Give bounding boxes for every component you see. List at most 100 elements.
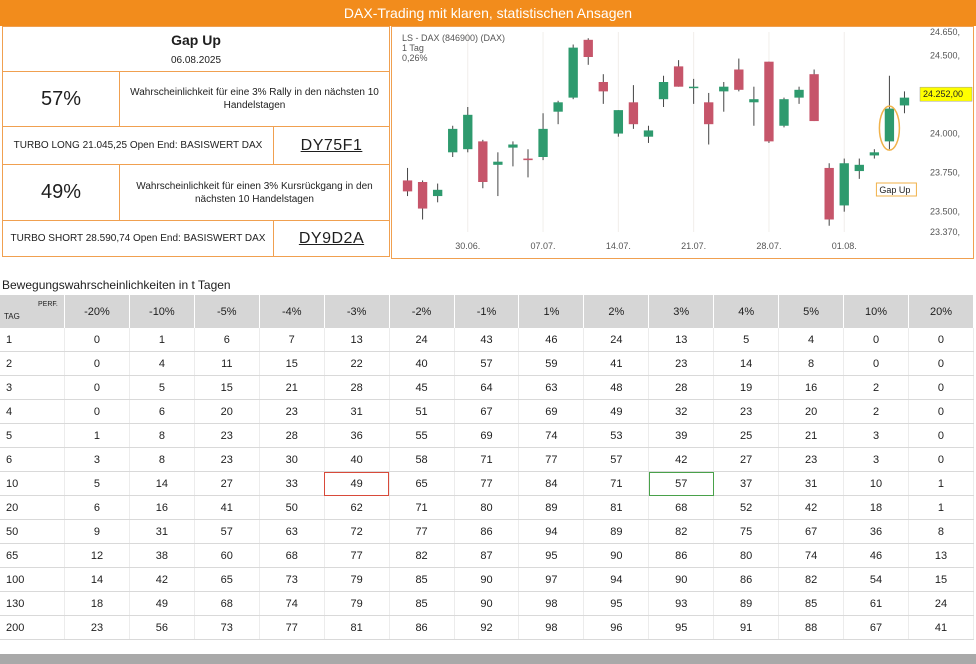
row-day-label: 2: [0, 351, 65, 376]
turbo-short-description: TURBO SHORT 28.590,74 Open End: BASISWER…: [2, 220, 274, 257]
table-cell: 23: [648, 351, 715, 376]
candle-body: [854, 164, 864, 172]
table-cell: 4: [129, 351, 195, 376]
table-cell: 16: [129, 495, 195, 520]
table-cell: 11: [194, 351, 260, 376]
last-price-tag: [919, 86, 973, 102]
table-cell: 18: [843, 495, 909, 520]
table-cell: 33: [259, 471, 325, 496]
table-cell: 15: [259, 351, 325, 376]
chart-grid: [467, 32, 845, 232]
table-cell: 42: [129, 567, 195, 592]
table-cell: 0: [843, 328, 909, 352]
table-cell: 14: [713, 351, 780, 376]
table-cell: 28: [648, 375, 715, 400]
table-cell: 31: [129, 519, 195, 544]
table-cell: 0: [908, 375, 975, 400]
column-header: -3%: [324, 295, 390, 328]
table-cell: 46: [843, 543, 909, 568]
table-cell: 82: [648, 519, 715, 544]
table-cell: 37: [713, 471, 780, 496]
table-row: 2 0 4 11 15 22 40 57 59 41 23 14 8 0 0: [0, 351, 975, 376]
row-day-label: 6: [0, 447, 65, 472]
table-row: 3 0 5 15 21 28 45 64 63 48 28 19 16 2 0: [0, 375, 975, 400]
table-cell: 85: [389, 591, 455, 616]
table-cell: 13: [324, 328, 390, 352]
table-cell: 6: [129, 399, 195, 424]
gap-up-label-box: [875, 182, 917, 197]
candle-body: [523, 158, 533, 161]
table-cell: 39: [648, 423, 715, 448]
table-cell: 71: [454, 447, 520, 472]
table-row: 4 0 6 20 23 31 51 67 69 49 32 23 20 2 0: [0, 399, 975, 424]
rally-description: Wahrscheinlichkeit für eine 3% Rally in …: [119, 71, 390, 127]
table-cell: 2: [843, 399, 909, 424]
table-cell: 0: [64, 399, 130, 424]
table-cell: 60: [194, 543, 260, 568]
column-header: 4%: [713, 295, 780, 328]
table-cell: 0: [64, 328, 130, 352]
table-cell: 8: [129, 447, 195, 472]
table-cell: 57: [454, 351, 520, 376]
table-cell: 53: [583, 423, 650, 448]
column-header: -1%: [454, 295, 520, 328]
table-cell: 40: [324, 447, 390, 472]
candle-body: [568, 47, 578, 98]
candle-body: [538, 128, 548, 157]
table-cell: 65: [389, 471, 455, 496]
candle-body: [402, 180, 413, 192]
table-cell: 62: [324, 495, 390, 520]
table-cell: 97: [518, 567, 585, 592]
turbo-long-code[interactable]: DY75F1: [300, 136, 363, 154]
table-cell: 81: [324, 615, 390, 640]
table-cell: 18: [64, 591, 130, 616]
chart-axis: 30.06. 07.07. 14.07. 21.07. 28.07. 01.08. 24.6…: [455, 27, 960, 251]
table-cell: 86: [454, 519, 520, 544]
column-header: -2%: [389, 295, 455, 328]
table-cell: 0: [908, 447, 975, 472]
table-cell: 55: [389, 423, 455, 448]
table-cell: 98: [518, 591, 585, 616]
table-header-row: PERF. TAG -20% -10% -5% -4% -3% -2% -1% 1% 2% 3% 4…: [0, 295, 975, 328]
table-cell: 9: [64, 519, 130, 544]
table-cell: 15: [194, 375, 260, 400]
chart-header-change: 0,26%: [402, 53, 428, 63]
table-cell: 71: [389, 495, 455, 520]
table-cell: 79: [324, 567, 390, 592]
candle-body: [417, 182, 428, 209]
table-cell: 49: [324, 471, 390, 496]
column-header: 1%: [518, 295, 585, 328]
table-cell: 82: [778, 567, 845, 592]
table-cell: 88: [778, 615, 845, 640]
bottom-scroll-bar: [0, 654, 976, 664]
turbo-short-code-link[interactable]: DY9D2A: [273, 220, 390, 257]
table-cell: 74: [778, 543, 845, 568]
table-cell: 31: [778, 471, 845, 496]
table-cell: 36: [324, 423, 390, 448]
candle-body: [719, 86, 729, 92]
table-cell: 65: [194, 567, 260, 592]
table-cell: 8: [908, 519, 975, 544]
x-tick-label: 01.08.: [832, 241, 857, 251]
row-day-label: 1: [0, 328, 65, 352]
signal-header: Gap Up 06.08.2025: [2, 26, 390, 72]
column-header: 2%: [583, 295, 650, 328]
turbo-short-code[interactable]: DY9D2A: [298, 229, 365, 247]
table-cell: 63: [259, 519, 325, 544]
rally-probability: 57%: [2, 71, 120, 127]
table-cell: 23: [778, 447, 845, 472]
table-cell: 80: [454, 495, 520, 520]
turbo-long-code-link[interactable]: DY75F1: [273, 126, 390, 165]
table-cell: 72: [324, 519, 390, 544]
table-cell: 24: [389, 328, 455, 352]
table-cell: 57: [194, 519, 260, 544]
table-cell: 63: [518, 375, 585, 400]
table-cell: 56: [129, 615, 195, 640]
table-row: 50 9 31 57 63 72 77 86 94 89 82 75 67 36 8: [0, 519, 975, 544]
candle-body: [809, 74, 819, 122]
table-cell: 68: [194, 591, 260, 616]
column-header: 10%: [843, 295, 909, 328]
candle-body: [553, 102, 563, 112]
table-cell: 8: [129, 423, 195, 448]
decline-probability: 49%: [2, 164, 120, 221]
